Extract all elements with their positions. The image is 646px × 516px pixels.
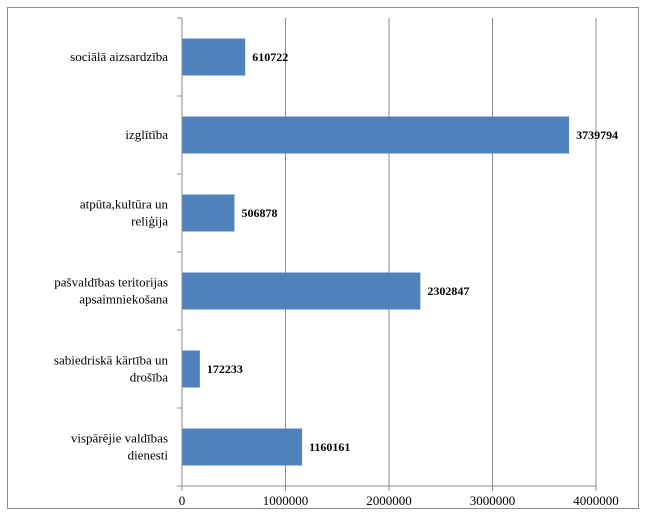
- axes: [177, 17, 597, 491]
- x-tick-label: 2000000: [366, 493, 412, 508]
- data-label: 1160161: [309, 440, 350, 454]
- bar: [182, 116, 570, 154]
- gridlines: [285, 18, 597, 486]
- bars: [182, 38, 570, 466]
- bar: [182, 38, 246, 76]
- data-label: 610722: [252, 50, 288, 64]
- data-label: 506878: [241, 206, 277, 220]
- x-tick-label: 4000000: [573, 493, 619, 508]
- chart-frame: [7, 7, 639, 509]
- category-label: pašvaldības teritorijas apsaimniekošana: [54, 275, 168, 307]
- data-label: 172233: [207, 362, 243, 376]
- x-tick-label: 1000000: [263, 493, 309, 508]
- category-label: atpūta,kultūra un reliģija: [80, 197, 169, 229]
- category-label: izglītība: [125, 127, 168, 142]
- labels: 0 1000000 2000000 3000000 4000000 610722 sociā…: [54, 49, 619, 508]
- bar: [182, 428, 303, 466]
- bar: [182, 350, 200, 388]
- category-label: sociālā aizsardzība: [70, 49, 168, 64]
- bar: [182, 194, 235, 232]
- x-tick-label: 0: [179, 493, 186, 508]
- data-label: 3739794: [576, 128, 618, 142]
- data-label: 2302847: [427, 284, 469, 298]
- category-label: sabiedriskā kārtība un drošība: [54, 353, 169, 385]
- bar: [182, 272, 421, 310]
- x-tick-label: 3000000: [470, 493, 516, 508]
- category-label: vispārējie valdības dienesti: [71, 431, 168, 463]
